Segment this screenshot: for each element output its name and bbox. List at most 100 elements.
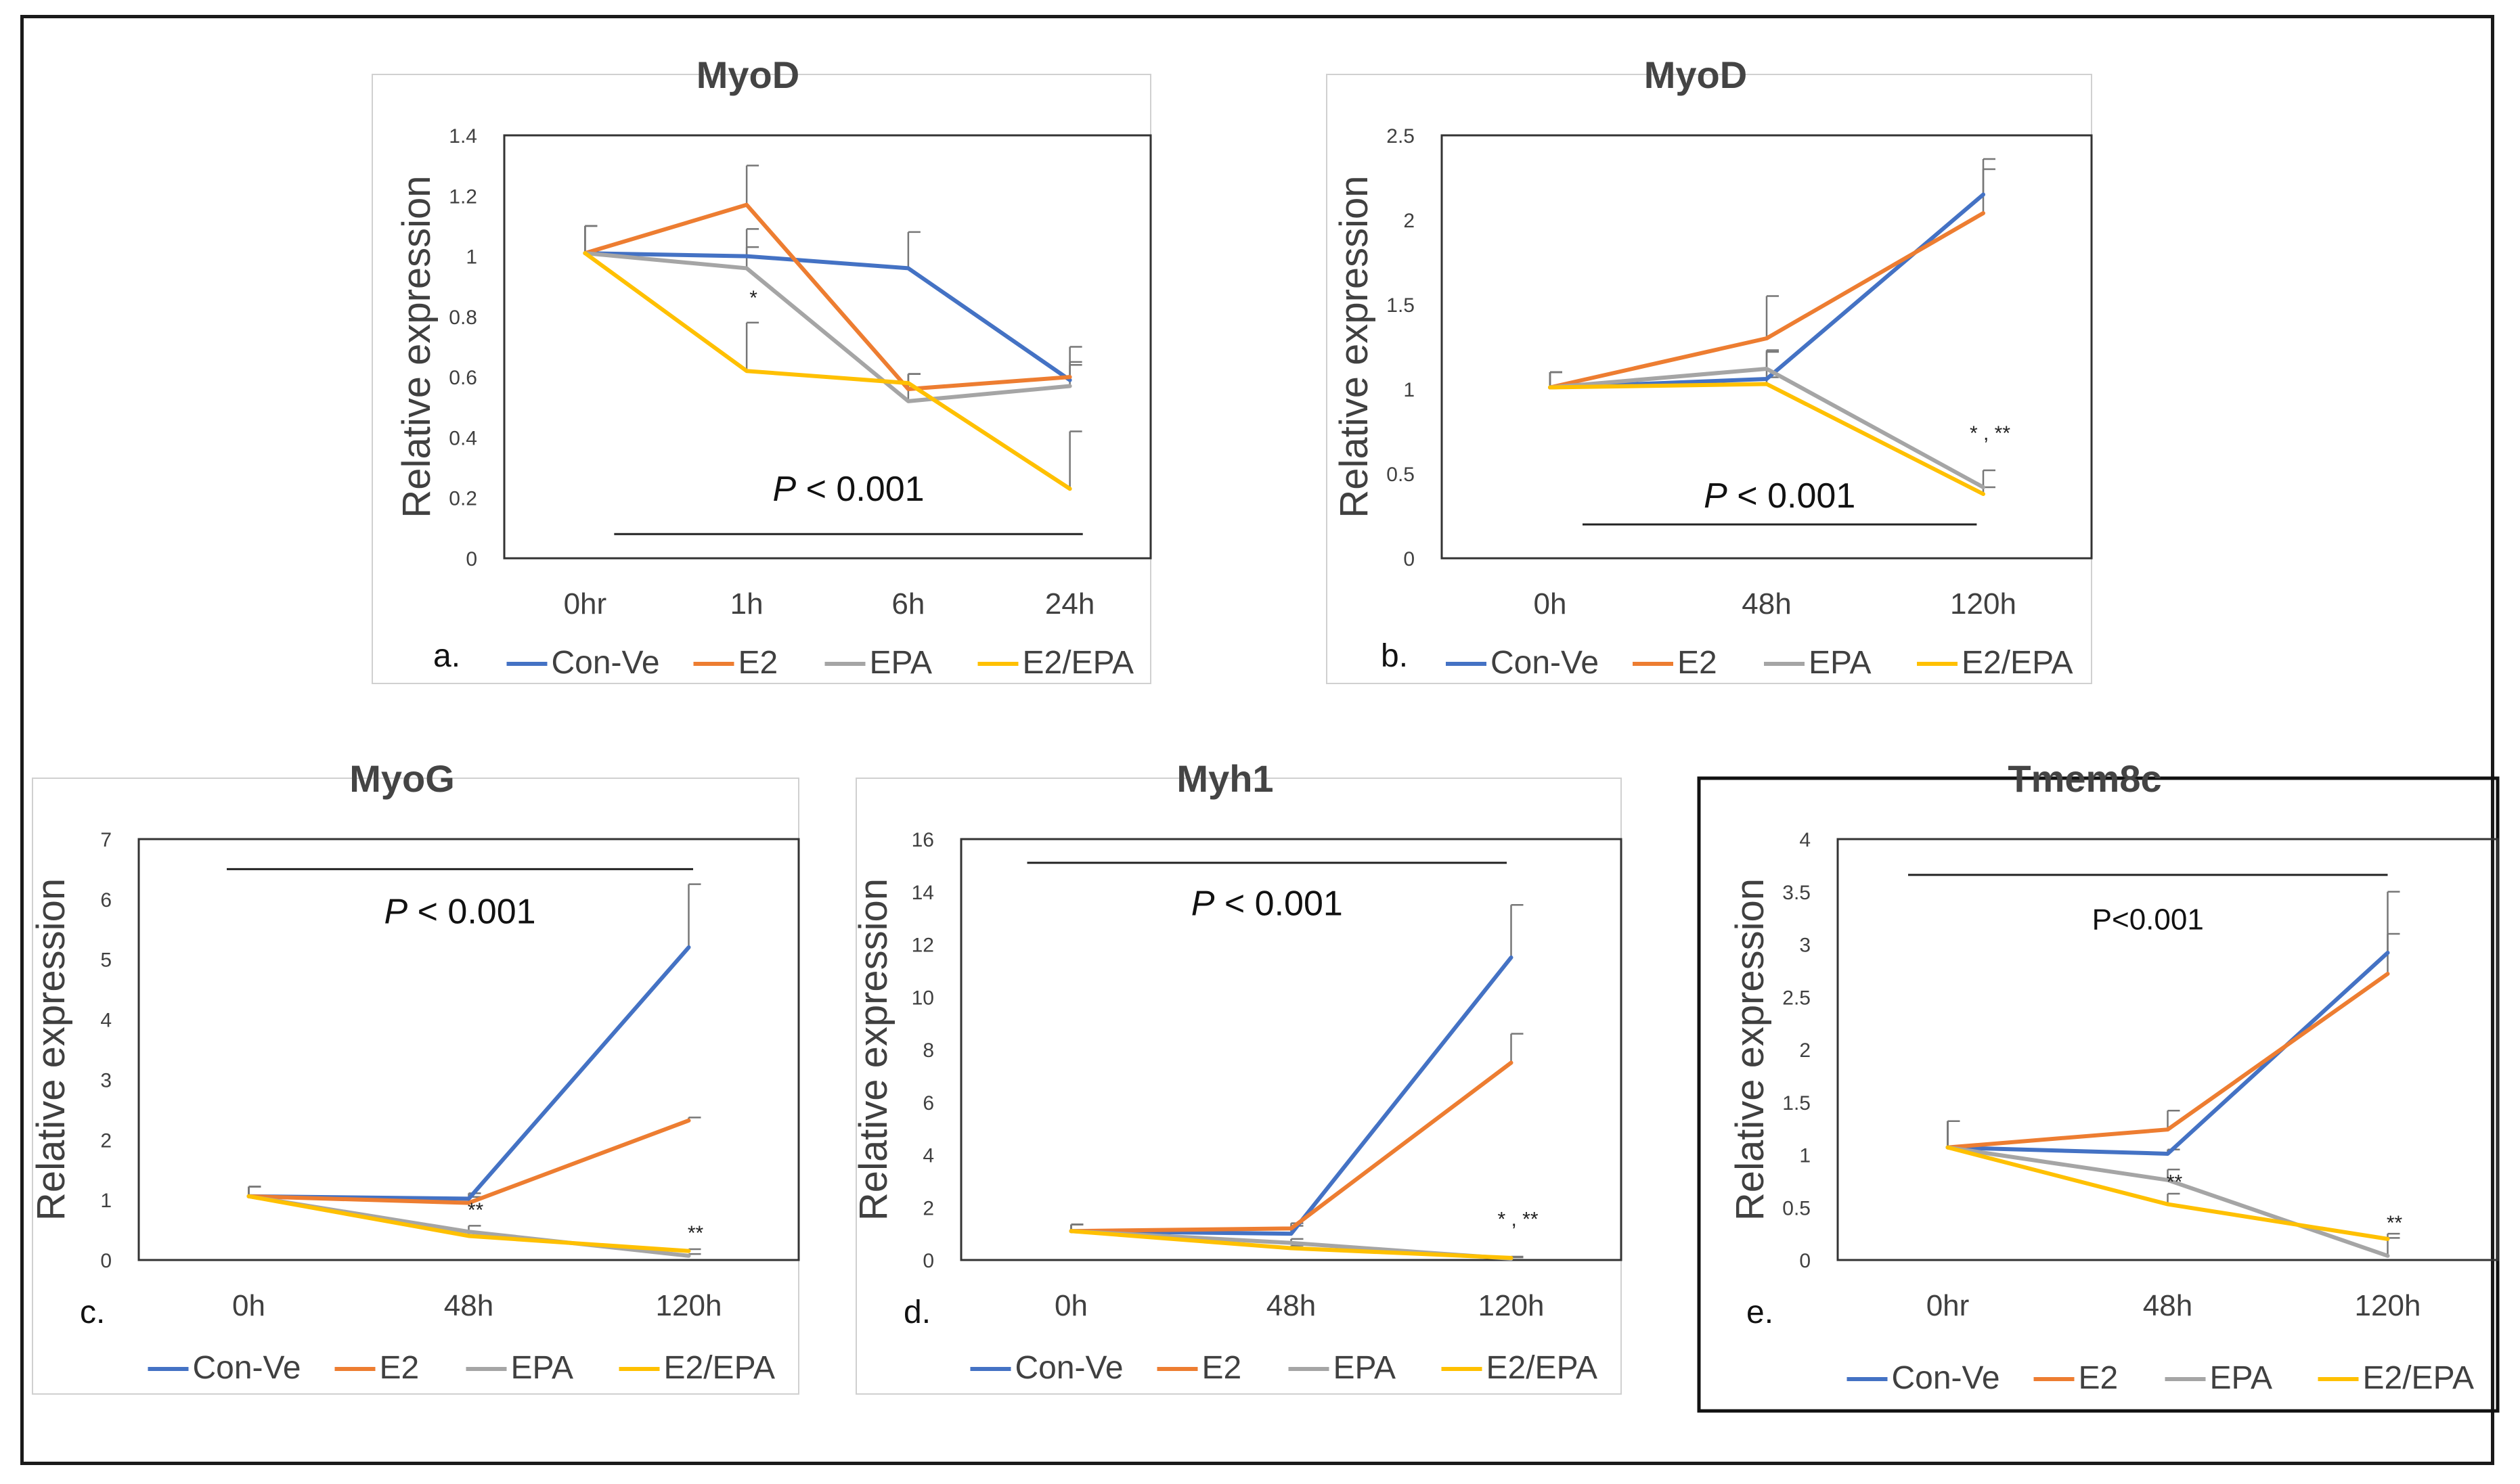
- y-tick-label: 7: [100, 829, 112, 851]
- x-tick-label: 120h: [1478, 1289, 1545, 1322]
- series-line-con-ve: [1945, 950, 2390, 1156]
- pvalue-label: P < 0.001: [384, 892, 535, 931]
- series-line-epa: [583, 251, 1072, 403]
- pvalue-label: P < 0.001: [1191, 884, 1343, 924]
- series-line-e2-epa: [1069, 1229, 1513, 1260]
- significance-marker: **: [2387, 1212, 2403, 1234]
- y-tick-label: 2.5: [1782, 987, 1811, 1009]
- series-line-epa: [1945, 1145, 2390, 1258]
- y-axis-label: Relative expression: [1332, 175, 1376, 518]
- legend-label: E2: [1202, 1350, 1242, 1386]
- x-tick-label: 48h: [1266, 1289, 1316, 1322]
- legend-label: E2: [380, 1350, 420, 1386]
- series-line-e2-epa: [1945, 1145, 2390, 1241]
- legend-item: EPA: [824, 645, 932, 681]
- significance-marker: **: [2167, 1171, 2183, 1193]
- series-line-e2-epa: [583, 251, 1072, 491]
- y-tick-label: 0.2: [449, 488, 477, 510]
- y-tick-label: 1.2: [449, 185, 477, 208]
- plot-area: [1836, 838, 2499, 1261]
- y-tick-label: 16: [912, 829, 934, 851]
- y-tick-label: 2.5: [1386, 125, 1415, 148]
- x-tick-label: 120h: [1950, 587, 2016, 621]
- legend-label: E2/EPA: [664, 1350, 776, 1386]
- y-tick-label: 3.5: [1782, 882, 1811, 904]
- y-tick-label: 0.5: [1386, 464, 1415, 486]
- figure-border: [20, 15, 2494, 1465]
- chart-e: Tmem8c 0 0.5 1 1.5 2 2.5 3 3.5 4 Relative expressi…: [1697, 757, 2500, 1413]
- legend-label: E2/EPA: [2363, 1360, 2475, 1396]
- chart-b: MyoD 0 0.5 1 1.5 2 2.5 Relative expression 0h 48h…: [1326, 53, 2093, 684]
- x-tick-label: 120h: [656, 1289, 722, 1322]
- y-tick-label: 3: [100, 1069, 112, 1092]
- pvalue-text: < 0.001: [1214, 884, 1342, 924]
- series-line-e2-epa: [1548, 382, 1985, 496]
- x-tick-label: 48h: [1742, 587, 1791, 621]
- legend-label: E2: [1677, 645, 1717, 681]
- legend-label: EPA: [1333, 1350, 1396, 1386]
- chart-title: MyoG: [349, 757, 455, 800]
- legend-item: EPA: [1288, 1350, 1396, 1386]
- legend-item: E2: [693, 645, 778, 681]
- pvalue-prefix: P: [772, 470, 796, 509]
- y-tick-label: 6: [923, 1092, 934, 1115]
- legend-label: EPA: [511, 1350, 573, 1386]
- y-tick-label: 6: [100, 889, 112, 912]
- plot-area: [1440, 134, 2093, 560]
- x-tick-label: 24h: [1045, 587, 1095, 621]
- pvalue-prefix: P: [384, 892, 407, 931]
- chart-d: Myh1 0 2 4 6 8 10 12 14 16 Relative expression 0h 48…: [852, 757, 1622, 1395]
- y-tick-label: 4: [100, 1010, 112, 1032]
- pvalue-prefix: P: [1704, 476, 1727, 516]
- y-tick-label: 2: [1799, 1039, 1811, 1062]
- x-tick-label: 0h: [232, 1289, 265, 1322]
- legend-label: E2: [738, 645, 778, 681]
- y-tick-label: 1.4: [449, 125, 477, 148]
- x-tick-label: 48h: [2143, 1289, 2192, 1322]
- legend-item: E2/EPA: [1441, 1350, 1598, 1386]
- panel-label: b.: [1381, 638, 1408, 674]
- y-tick-label: 0.8: [449, 307, 477, 329]
- legend-item: E2: [334, 1350, 420, 1386]
- y-tick-label: 0: [923, 1250, 934, 1272]
- y-tick-label: 0.4: [449, 427, 477, 449]
- series-line-e2: [1945, 972, 2390, 1150]
- legend-item: E2/EPA: [2318, 1360, 2475, 1396]
- chart-c: MyoG 0 1 2 3 4 5 6 7 Relative expression 0h 48h 120h…: [29, 757, 800, 1395]
- legend-item: Con-Ve: [970, 1350, 1124, 1386]
- legend-label: E2: [2079, 1360, 2119, 1396]
- y-tick-label: 0.6: [449, 367, 477, 389]
- x-tick-label: 0h: [1534, 587, 1567, 621]
- pvalue-label: P<0.001: [2092, 903, 2204, 937]
- y-tick-label: 4: [1799, 829, 1811, 851]
- y-tick-label: 0: [1799, 1250, 1811, 1272]
- legend-item: EPA: [1764, 645, 1871, 681]
- legend-item: E2: [1633, 645, 1717, 681]
- y-tick-label: 5: [100, 949, 112, 972]
- chart-title: Tmem8c: [2008, 757, 2161, 800]
- y-tick-label: 3: [1799, 935, 1811, 957]
- legend-label: E2/EPA: [1023, 645, 1134, 681]
- y-axis-label: Relative expression: [395, 175, 439, 518]
- legend-item: E2/EPA: [1917, 645, 2073, 681]
- x-tick-label: 0h: [1055, 1289, 1088, 1322]
- panel-label: e.: [1746, 1295, 1773, 1330]
- pvalue-label: P < 0.001: [1704, 476, 1855, 516]
- legend-item: E2/EPA: [977, 645, 1134, 681]
- legend-item: Con-Ve: [1847, 1360, 2000, 1396]
- pvalue-label: P < 0.001: [772, 470, 924, 509]
- y-tick-label: 2: [923, 1197, 934, 1219]
- series-line-e2: [246, 1118, 691, 1205]
- plot-area: [137, 838, 800, 1261]
- y-tick-label: 0.5: [1782, 1197, 1811, 1219]
- plot-area: [960, 838, 1622, 1261]
- legend-label: E2/EPA: [1962, 645, 2073, 681]
- legend-label: Con-Ve: [1015, 1350, 1124, 1386]
- chart-a: MyoD 0 0.2 0.4 0.6 0.8 1 1.2 1.4 Relative express…: [372, 53, 1152, 684]
- legend-label: E2/EPA: [1486, 1350, 1598, 1386]
- y-tick-label: 0: [466, 548, 477, 570]
- y-axis-label: Relative expression: [1728, 878, 1772, 1221]
- panel-label: a.: [433, 638, 460, 674]
- legend-item: E2: [1157, 1350, 1242, 1386]
